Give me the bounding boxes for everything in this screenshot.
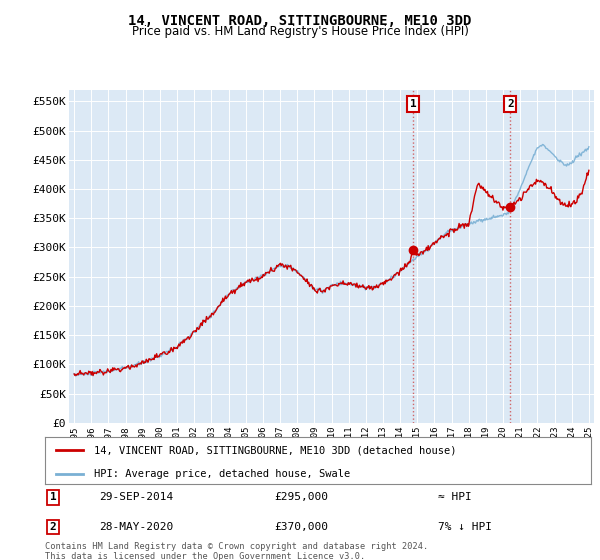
Text: 28-MAY-2020: 28-MAY-2020 <box>100 522 174 532</box>
Text: 2: 2 <box>507 99 514 109</box>
Text: 1: 1 <box>410 99 416 109</box>
Text: 2: 2 <box>50 522 56 532</box>
Text: 7% ↓ HPI: 7% ↓ HPI <box>438 522 492 532</box>
Text: 1: 1 <box>50 492 56 502</box>
Text: £370,000: £370,000 <box>274 522 328 532</box>
Text: Contains HM Land Registry data © Crown copyright and database right 2024.
This d: Contains HM Land Registry data © Crown c… <box>45 542 428 560</box>
Text: 14, VINCENT ROAD, SITTINGBOURNE, ME10 3DD: 14, VINCENT ROAD, SITTINGBOURNE, ME10 3D… <box>128 14 472 28</box>
Text: 14, VINCENT ROAD, SITTINGBOURNE, ME10 3DD (detached house): 14, VINCENT ROAD, SITTINGBOURNE, ME10 3D… <box>94 445 457 455</box>
Text: 29-SEP-2014: 29-SEP-2014 <box>100 492 174 502</box>
Text: £295,000: £295,000 <box>274 492 328 502</box>
Text: ≈ HPI: ≈ HPI <box>438 492 472 502</box>
Text: HPI: Average price, detached house, Swale: HPI: Average price, detached house, Swal… <box>94 469 350 479</box>
Text: Price paid vs. HM Land Registry's House Price Index (HPI): Price paid vs. HM Land Registry's House … <box>131 25 469 38</box>
